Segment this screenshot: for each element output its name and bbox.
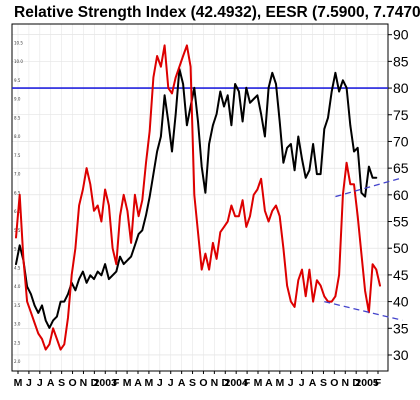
x-tick-label: N [341,377,349,389]
right-tick-label: 30 [393,347,409,363]
right-tick-label: 35 [393,320,409,336]
left-tick-label: 10.0 [14,59,23,64]
right-tick-label: 60 [393,187,409,203]
rsi-line [15,44,381,351]
right-tick-label: 45 [393,267,409,283]
x-tick-label: D [352,377,360,389]
right-tick-label: 40 [393,294,409,310]
plot-frame [11,23,389,372]
x-tick-label: D [91,377,99,389]
x-tick-label: J [37,377,43,389]
x-tick-label: S [58,377,65,389]
x-tick-label: O [330,377,338,389]
right-axis-ticks: 30 35 40 45 50 55 60 65 70 75 80 85 90 [388,27,409,363]
x-tick-label: F [375,377,382,389]
left-tick-label: 2.5 [14,340,21,345]
x-tick-label: 2003 [94,377,118,389]
left-tick-label: 9.0 [14,97,21,102]
x-tick-label: O [199,377,207,389]
right-tick-label: 80 [393,80,409,96]
right-tick-label: 65 [393,160,409,176]
x-tick-label: A [309,377,317,389]
x-tick-label: J [168,377,174,389]
left-tick-label: 6.5 [14,190,21,195]
rsi-trendline [324,300,403,321]
x-tick-label: S [320,377,327,389]
left-tick-label: 5.0 [14,247,21,252]
x-tick-label: F [244,377,251,389]
chart-title: Relative Strength Index (42.4932), EESR … [14,4,420,21]
x-tick-label: M [254,377,263,389]
right-tick-label: 90 [393,27,409,43]
x-tick-label: F [113,377,120,389]
price-trendline [335,177,403,198]
right-tick-label: 75 [393,107,409,123]
right-tick-label: 85 [393,53,409,69]
x-tick-label: M [14,377,23,389]
left-tick-label: 7.5 [14,153,21,158]
left-tick-label: 3.0 [14,322,21,327]
left-tick-label: 10.5 [14,40,23,45]
x-tick-label: J [288,377,294,389]
x-tick-label: S [189,377,196,389]
left-axis-ticks: 2.02.53.03.54.04.55.05.56.06.57.07.58.08… [14,40,23,364]
x-tick-label: A [47,377,55,389]
x-tick-label: N [80,377,88,389]
gridlines [12,24,388,371]
x-tick-label: A [134,377,142,389]
x-tick-label: J [299,377,305,389]
x-tick-label: J [157,377,163,389]
left-tick-label: 8.5 [14,115,21,120]
x-tick-label: M [145,377,154,389]
left-tick-label: 3.5 [14,303,21,308]
left-tick-label: 8.0 [14,134,21,139]
left-tick-label: 2.0 [14,359,21,364]
left-tick-label: 4.0 [14,284,21,289]
x-tick-label: M [123,377,132,389]
right-tick-label: 50 [393,240,409,256]
trendlines [324,177,403,321]
left-tick-label: 4.5 [14,265,21,270]
left-tick-label: 9.5 [14,78,21,83]
x-tick-label: N [211,377,219,389]
x-tick-label: A [265,377,273,389]
x-tick-label: O [68,377,76,389]
series-lines [15,44,381,351]
right-tick-label: 55 [393,214,409,230]
x-tick-label: 2005 [355,377,379,389]
x-tick-label: A [178,377,186,389]
x-tick-label: 2004 [225,377,249,389]
left-tick-label: 7.0 [14,172,21,177]
x-tick-label: D [221,377,229,389]
right-tick-label: 70 [393,133,409,149]
x-tick-label: J [26,377,32,389]
price-line [15,68,378,329]
x-tick-label: M [275,377,284,389]
